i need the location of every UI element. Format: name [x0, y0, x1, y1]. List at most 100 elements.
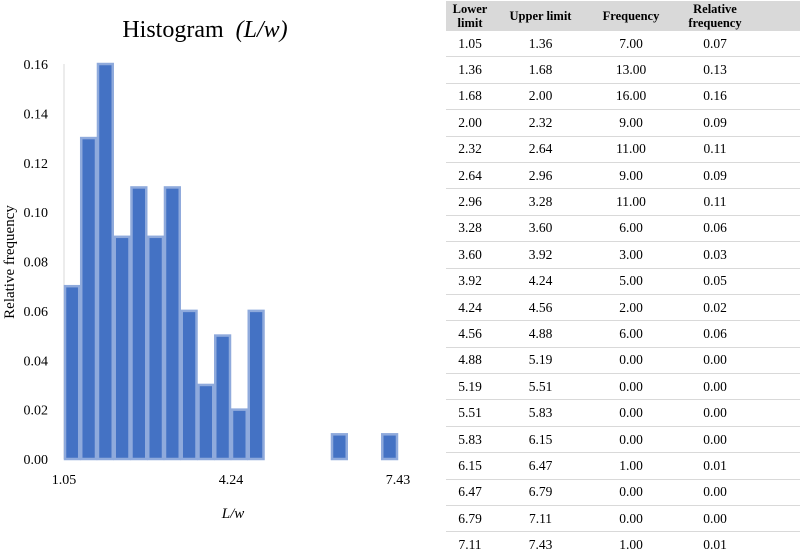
y-tick-label: 0.06 — [24, 305, 49, 320]
histogram-bar — [146, 235, 165, 461]
header-spacer — [755, 1, 800, 31]
histogram-chart: Histogram (L/w) 0.00 0.02 0.04 0.06 0.08 0.10… — [2, 17, 411, 522]
table-row: 2.00 2.32 9.00 0.09 — [446, 109, 800, 137]
relative-frequency-cell: 0.07 — [675, 31, 755, 58]
frequency-cell: 0.00 — [587, 347, 675, 375]
header-lower-limit: Lower limit — [446, 1, 494, 31]
relative-frequency-cell: 0.13 — [675, 56, 755, 84]
y-tick-label: 0.08 — [24, 256, 49, 271]
frequency-cell: 0.00 — [587, 399, 675, 427]
histogram-bar — [96, 62, 114, 461]
histogram-bar — [213, 334, 232, 461]
relative-frequency-cell: 0.00 — [675, 426, 755, 454]
spacer-cell — [755, 268, 800, 295]
upper-limit-cell: 3.60 — [494, 215, 587, 243]
relative-frequency-cell: 0.11 — [675, 188, 755, 216]
frequency-cell: 3.00 — [587, 241, 675, 269]
y-axis-label: Relative frequency — [2, 205, 18, 319]
x-axis-label: L/w — [221, 506, 245, 522]
upper-limit-cell: 3.92 — [494, 241, 587, 269]
upper-limit-cell: 7.43 — [528, 537, 553, 553]
table-row: 6.47 6.79 0.00 0.00 — [446, 479, 800, 507]
table-row: 4.24 4.56 2.00 0.02 — [446, 294, 800, 322]
frequency-cell: 2.00 — [587, 294, 675, 322]
relative-frequency-cell: 0.00 — [675, 373, 755, 401]
histogram-bar — [130, 186, 148, 461]
table-body: 1.05 1.36 7.00 0.07 1.36 1.68 13.00 0.13 1.68 2.0… — [446, 31, 800, 558]
upper-limit-cell: 2.00 — [494, 83, 587, 111]
frequency-cell: 0.00 — [587, 479, 675, 507]
relative-frequency-cell: 0.00 — [675, 347, 755, 375]
histogram-bar — [180, 309, 198, 461]
frequency-cell: 6.00 — [587, 320, 675, 348]
spacer-cell — [755, 320, 800, 348]
relative-frequency-cell: 0.00 — [675, 399, 755, 427]
x-tick-label: 4.24 — [219, 473, 244, 488]
y-tick-label: 0.00 — [24, 453, 49, 468]
table-row: 1.68 2.00 16.00 0.16 — [446, 83, 800, 111]
table-row: 1.05 1.36 7.00 0.07 — [446, 31, 800, 58]
lower-limit-cell: 5.83 — [446, 426, 494, 454]
frequency-cell: 0.00 — [587, 426, 675, 454]
upper-limit-cell: 2.32 — [494, 109, 587, 137]
lower-limit-cell: 1.36 — [446, 56, 494, 84]
lower-limit-cell: 2.96 — [446, 188, 494, 216]
relative-frequency-cell: 0.06 — [675, 215, 755, 243]
frequency-cell: 0.00 — [587, 373, 675, 401]
y-tick-label: 0.12 — [24, 157, 49, 172]
table-row: 2.32 2.64 11.00 0.11 — [446, 136, 800, 163]
table-row: 2.64 2.96 9.00 0.09 — [446, 162, 800, 190]
upper-limit-cell: 4.56 — [494, 294, 587, 322]
header-frequency: Frequency — [587, 1, 675, 31]
frequency-cell: 16.00 — [587, 83, 675, 111]
spacer-cell — [755, 188, 800, 216]
relative-frequency-cell: 0.01 — [675, 452, 755, 480]
table-row: 4.56 4.88 6.00 0.06 — [446, 320, 800, 348]
table-row: 1.36 1.68 13.00 0.13 — [446, 56, 800, 84]
frequency-cell: 1.00 — [619, 537, 643, 553]
upper-limit-cell: 5.19 — [494, 347, 587, 375]
relative-frequency-cell: 0.01 — [703, 537, 727, 553]
y-tick-label: 0.04 — [24, 354, 49, 369]
lower-limit-cell: 6.15 — [446, 452, 494, 480]
spacer-cell — [755, 426, 800, 454]
table-row: 2.96 3.28 11.00 0.11 — [446, 188, 800, 216]
frequency-cell: 11.00 — [587, 188, 675, 216]
y-tick-label: 0.14 — [24, 107, 49, 122]
chart-title-variable: (L/w) — [236, 17, 288, 43]
relative-frequency-cell: 0.09 — [675, 162, 755, 190]
chart-title-main: Histogram — [122, 17, 224, 43]
lower-limit-cell: 3.92 — [446, 268, 494, 295]
histogram-bar — [197, 383, 215, 461]
table-row: 5.51 5.83 0.00 0.00 — [446, 399, 800, 427]
spacer-cell — [755, 136, 800, 163]
table-header-row: Lower limit Upper limit Frequency Relati… — [446, 1, 800, 31]
frequency-cell: 13.00 — [587, 56, 675, 84]
spacer-cell — [755, 109, 800, 137]
x-tick-label: 1.05 — [52, 473, 77, 488]
lower-limit-cell: 4.56 — [446, 320, 494, 348]
table-row: 3.92 4.24 5.00 0.05 — [446, 268, 800, 295]
upper-limit-cell: 2.96 — [494, 162, 587, 190]
plot-area: 0.00 0.02 0.04 0.06 0.08 0.10 0.12 0.14 0.16 1.05… — [24, 58, 411, 488]
histogram-bar — [330, 433, 348, 461]
lower-limit-cell: 2.00 — [446, 109, 494, 137]
lower-limit-cell: 3.28 — [446, 215, 494, 243]
chart-title: Histogram (L/w) — [122, 17, 287, 43]
histogram-bar — [79, 136, 98, 461]
relative-frequency-cell: 0.09 — [675, 109, 755, 137]
frequency-table: Lower limit Upper limit Frequency Relati… — [446, 1, 800, 558]
lower-limit-cell: 3.60 — [446, 241, 494, 269]
frequency-cell: 7.00 — [587, 31, 675, 58]
lower-limit-cell: 4.88 — [446, 347, 494, 375]
upper-limit-cell: 7.11 — [494, 505, 587, 533]
table-row: 3.28 3.60 6.00 0.06 — [446, 215, 800, 243]
spacer-cell — [755, 532, 800, 558]
relative-frequency-cell: 0.06 — [675, 320, 755, 348]
histogram-bar — [230, 408, 249, 461]
y-tick-label: 0.10 — [24, 206, 49, 221]
spacer-cell — [755, 56, 800, 84]
lower-limit-cell: 1.05 — [446, 31, 494, 58]
frequency-cell: 6.00 — [587, 215, 675, 243]
histogram-bar — [63, 284, 81, 461]
